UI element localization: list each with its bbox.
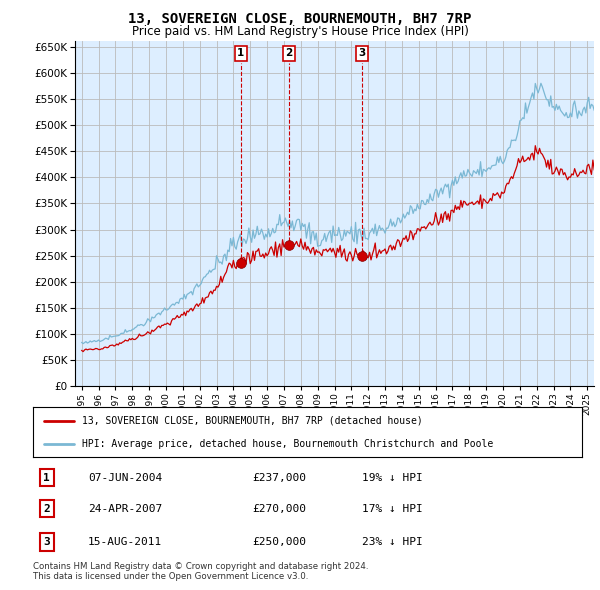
Text: 2: 2 [43,504,50,514]
Text: 24-APR-2007: 24-APR-2007 [88,504,162,514]
Text: 23% ↓ HPI: 23% ↓ HPI [362,537,423,547]
Text: 19% ↓ HPI: 19% ↓ HPI [362,473,423,483]
Text: 3: 3 [358,48,365,58]
Text: 3: 3 [43,537,50,547]
Text: 1: 1 [237,48,244,58]
Text: 2: 2 [286,48,293,58]
Text: 17% ↓ HPI: 17% ↓ HPI [362,504,423,514]
Text: 15-AUG-2011: 15-AUG-2011 [88,537,162,547]
Text: HPI: Average price, detached house, Bournemouth Christchurch and Poole: HPI: Average price, detached house, Bour… [82,439,494,449]
Text: 1: 1 [43,473,50,483]
Text: Price paid vs. HM Land Registry's House Price Index (HPI): Price paid vs. HM Land Registry's House … [131,25,469,38]
Text: £250,000: £250,000 [253,537,307,547]
Text: £237,000: £237,000 [253,473,307,483]
Text: £270,000: £270,000 [253,504,307,514]
Text: 13, SOVEREIGN CLOSE, BOURNEMOUTH, BH7 7RP: 13, SOVEREIGN CLOSE, BOURNEMOUTH, BH7 7R… [128,12,472,26]
Text: Contains HM Land Registry data © Crown copyright and database right 2024.
This d: Contains HM Land Registry data © Crown c… [33,562,368,581]
Text: 07-JUN-2004: 07-JUN-2004 [88,473,162,483]
Text: 13, SOVEREIGN CLOSE, BOURNEMOUTH, BH7 7RP (detached house): 13, SOVEREIGN CLOSE, BOURNEMOUTH, BH7 7R… [82,415,423,425]
